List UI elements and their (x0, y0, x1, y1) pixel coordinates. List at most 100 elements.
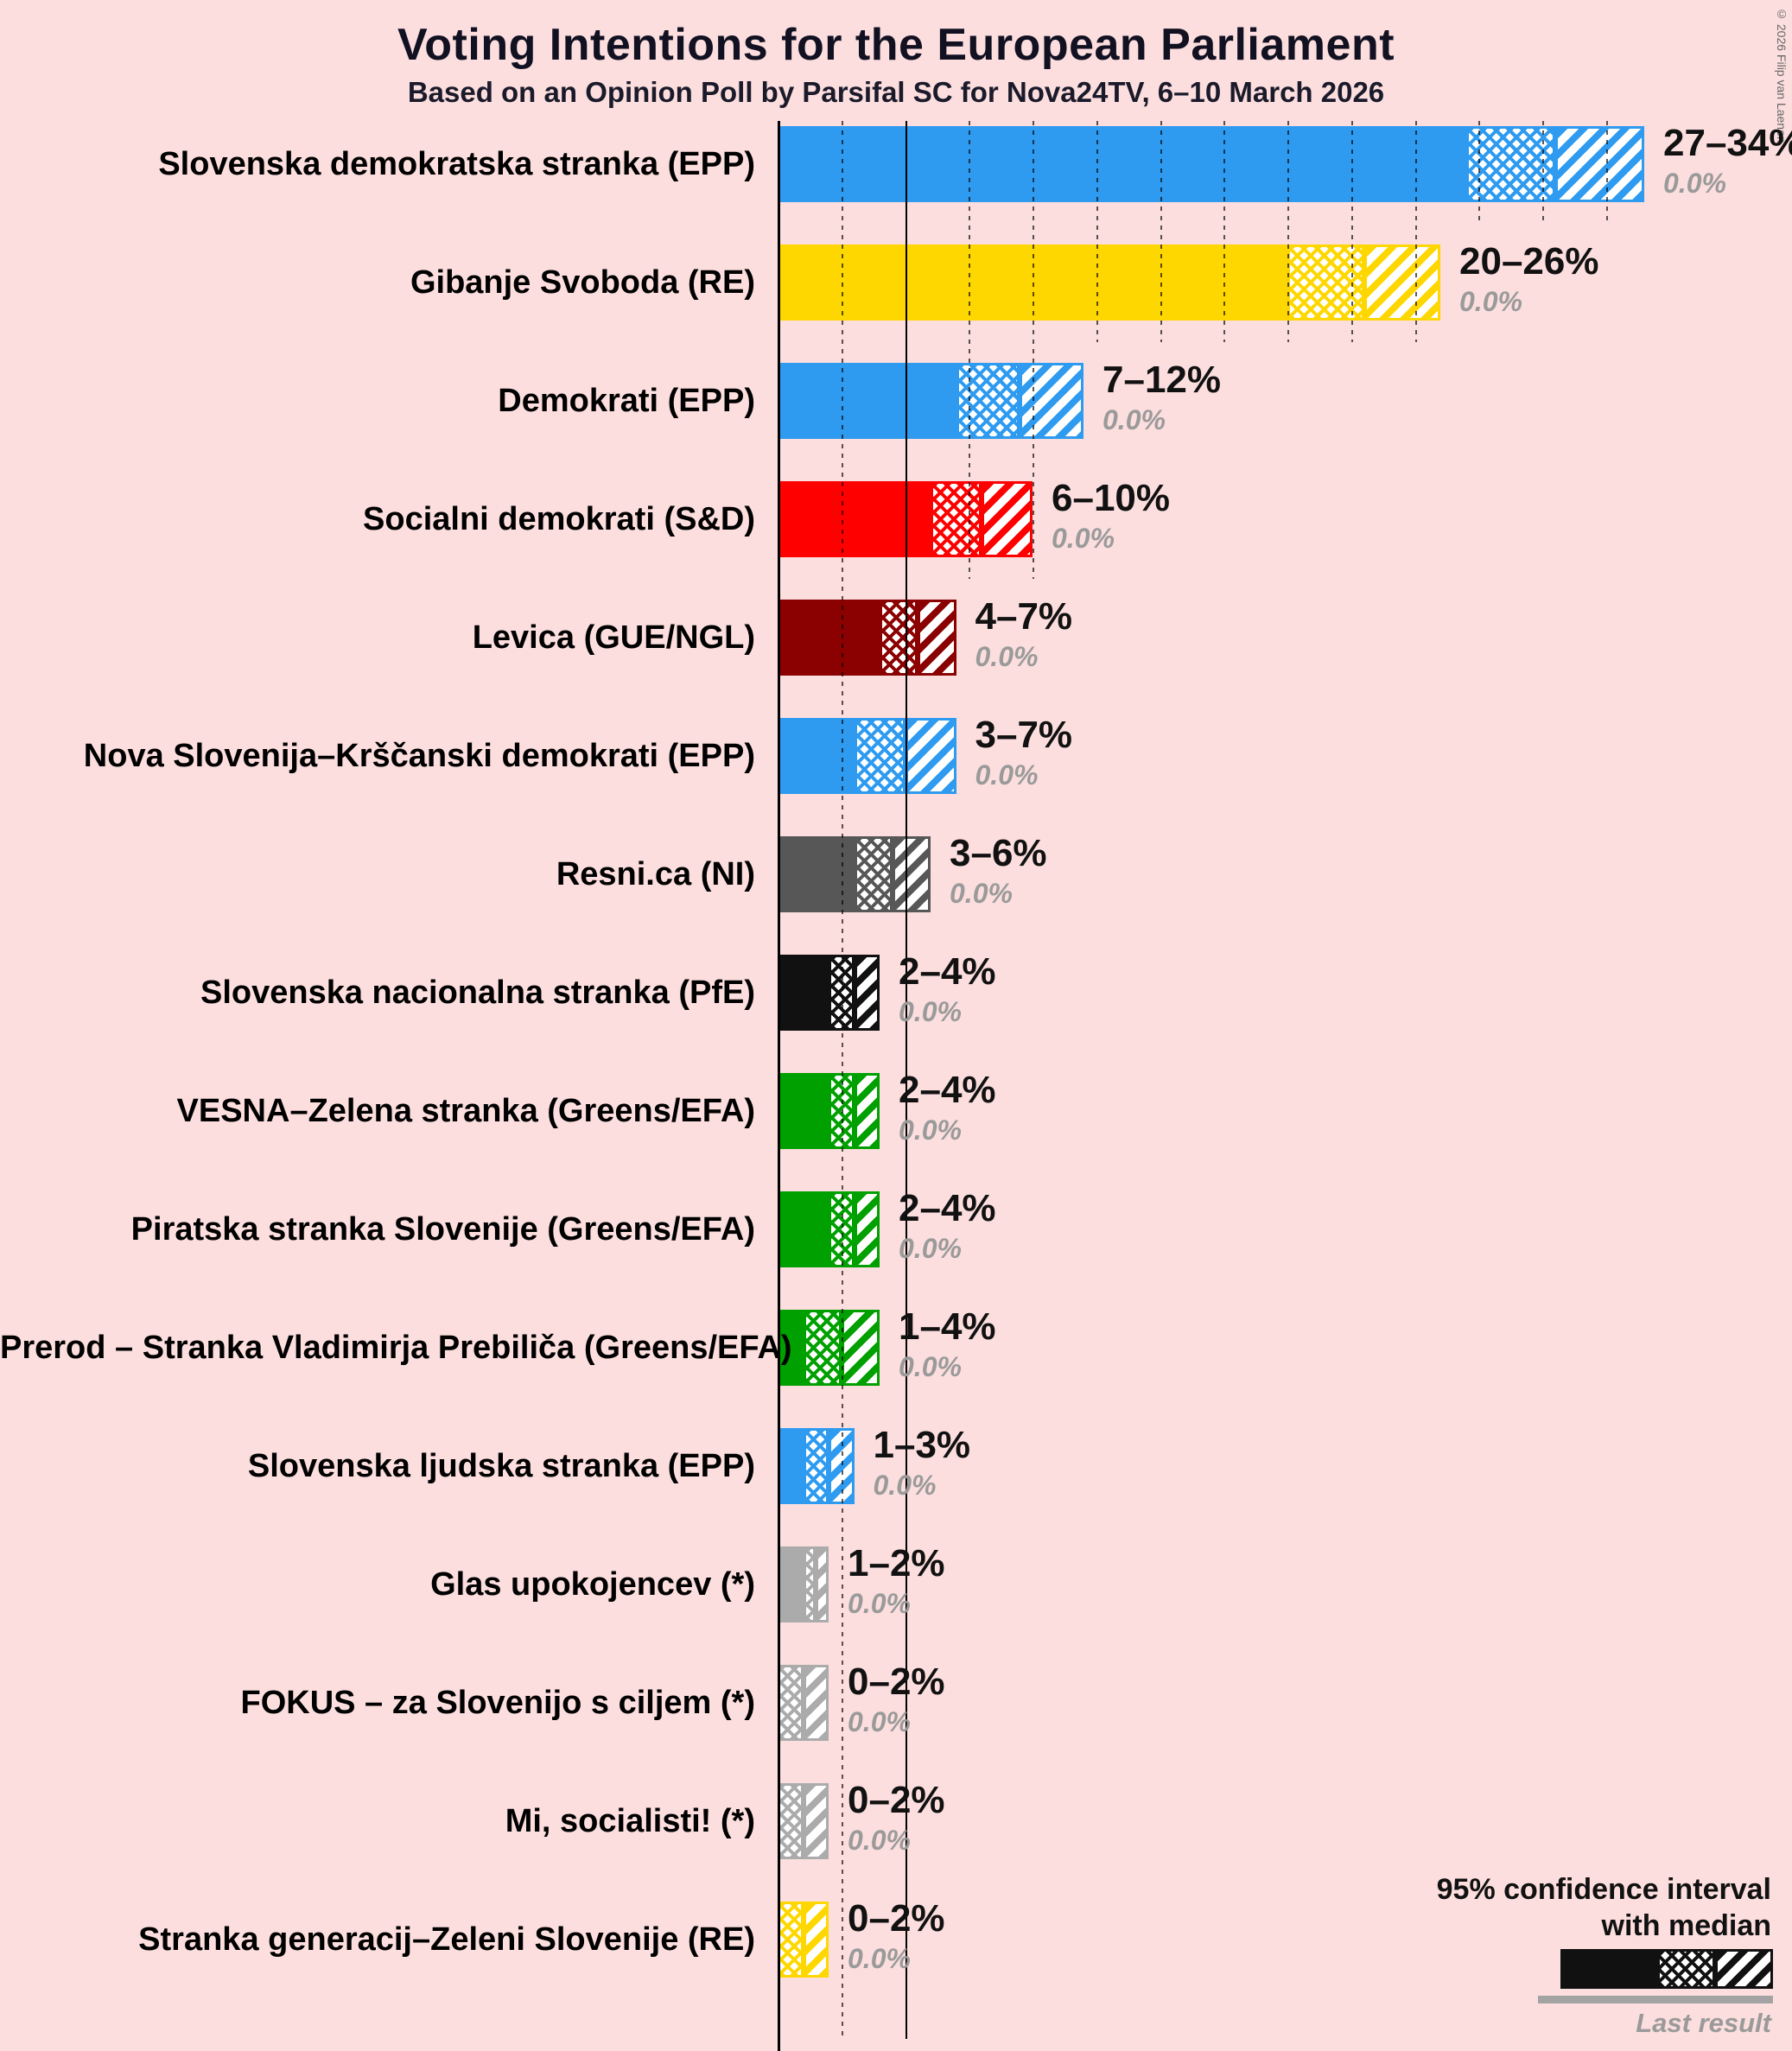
bar-solid-segment (778, 481, 931, 557)
value-label-block: 0–2% 0.0% (848, 1660, 945, 1738)
bar-crosshatch-segment (880, 600, 918, 676)
gridline (1033, 121, 1034, 579)
x-axis-zero-line (778, 121, 780, 2051)
bar-crosshatch-segment (956, 363, 1020, 439)
last-result-value: 0.0% (848, 1706, 911, 1737)
last-result-value: 0.0% (899, 1351, 962, 1382)
party-label: Glas upokojencev (*) (430, 1566, 755, 1603)
bar-solid-segment (778, 1428, 804, 1504)
bar-diagonal-segment (803, 1665, 829, 1741)
bar-diagonal-segment (854, 1073, 880, 1149)
result-bar (778, 600, 956, 676)
bar-solid-segment (778, 1546, 804, 1622)
gridline (1605, 121, 1608, 224)
confidence-range-label: 0–2% (848, 1897, 945, 1940)
legend-diagonal-segment (1715, 1949, 1773, 1989)
party-label: Demokrati (EPP) (498, 383, 755, 419)
confidence-range-label: 0–2% (848, 1660, 945, 1703)
value-label-block: 2–4% 0.0% (899, 1070, 996, 1146)
last-result-value: 0.0% (975, 759, 1039, 791)
threshold-line (905, 121, 907, 2039)
gridline (1223, 121, 1226, 342)
bar-diagonal-segment (1554, 126, 1644, 202)
last-result-value: 0.0% (899, 996, 962, 1027)
bar-diagonal-segment (982, 481, 1033, 557)
party-label: Gibanje Svoboda (RE) (410, 264, 755, 301)
confidence-range-label: 2–4% (899, 950, 996, 993)
legend-crosshatch-segment (1657, 1949, 1715, 1989)
result-bar (778, 1310, 880, 1386)
party-label: Levica (GUE/NGL) (472, 619, 755, 656)
last-result-value: 0.0% (1103, 404, 1166, 435)
party-label: Mi, socialisti! (*) (505, 1803, 755, 1839)
last-result-value: 0.0% (873, 1470, 937, 1501)
last-result-value: 0.0% (848, 1825, 911, 1856)
bar-crosshatch-segment (778, 1665, 804, 1741)
gridline (969, 121, 971, 579)
result-bar (778, 1783, 829, 1859)
bar-crosshatch-segment (854, 718, 906, 794)
result-bar (778, 955, 880, 1031)
bar-crosshatch-segment (1287, 244, 1364, 321)
last-result-value: 0.0% (899, 1233, 962, 1264)
bar-solid-segment (778, 363, 956, 439)
bar-solid-segment (778, 600, 880, 676)
value-label-block: 3–7% 0.0% (975, 714, 1073, 791)
bar-crosshatch-segment (1465, 126, 1555, 202)
result-bar (778, 1073, 880, 1149)
value-label-block: 27–34% 0.0% (1663, 122, 1792, 200)
party-label: Piratska stranka Slovenije (Greens/EFA) (130, 1211, 755, 1248)
last-result-value: 0.0% (1663, 168, 1726, 199)
confidence-range-label: 2–4% (899, 1069, 996, 1111)
result-bar (778, 718, 956, 794)
confidence-range-label: 20–26% (1459, 240, 1599, 283)
party-label: Resni.ca (NI) (556, 856, 755, 892)
bar-diagonal-segment (918, 600, 956, 676)
party-label: FOKUS – za Slovenijo s ciljem (*) (240, 1685, 756, 1721)
value-label-block: 0–2% 0.0% (848, 1897, 945, 1975)
party-label: VESNA–Zelena stranka (Greens/EFA) (176, 1093, 755, 1129)
last-result-value: 0.0% (899, 1114, 962, 1146)
value-label-block: 2–4% 0.0% (899, 1188, 996, 1265)
bar-solid-segment (778, 1310, 804, 1386)
bar-solid-segment (778, 1073, 829, 1149)
chart-title: Voting Intentions for the European Parli… (397, 20, 1395, 70)
bar-diagonal-segment (803, 1783, 829, 1859)
party-label: Slovenska ljudska stranka (EPP) (247, 1448, 755, 1484)
value-label-block: 20–26% 0.0% (1459, 240, 1599, 318)
result-bar (778, 1902, 829, 1978)
value-label-block: 7–12% 0.0% (1103, 359, 1222, 436)
gridline (1287, 121, 1289, 342)
confidence-range-label: 7–12% (1103, 359, 1222, 401)
value-label-block: 1–3% 0.0% (873, 1425, 971, 1502)
result-bar (778, 244, 1440, 321)
result-bar (778, 126, 1644, 202)
gridline (1350, 121, 1353, 342)
value-label-block: 2–4% 0.0% (899, 950, 996, 1028)
confidence-range-label: 3–6% (950, 832, 1047, 874)
result-bar (778, 1665, 829, 1741)
confidence-range-label: 27–34% (1663, 122, 1792, 164)
party-label: Nova Slovenija–Krščanski demokrati (EPP) (83, 738, 755, 774)
bar-diagonal-segment (905, 718, 956, 794)
gridline (1160, 121, 1162, 342)
bar-crosshatch-segment (778, 1783, 804, 1859)
gridline (841, 121, 843, 2039)
last-result-value: 0.0% (975, 641, 1039, 672)
value-label-block: 3–6% 0.0% (950, 832, 1047, 910)
party-label: Prerod – Stranka Vladimirja Prebiliča (G… (0, 1330, 792, 1366)
value-label-block: 1–2% 0.0% (848, 1543, 945, 1620)
bar-crosshatch-segment (803, 1428, 829, 1504)
bar-crosshatch-segment (778, 1902, 804, 1978)
legend-last-result-line (1538, 1996, 1773, 2003)
party-label: Socialni demokrati (S&D) (363, 501, 755, 537)
bar-diagonal-segment (816, 1546, 829, 1622)
bar-diagonal-segment (1020, 363, 1083, 439)
bar-crosshatch-segment (931, 481, 982, 557)
gridline (1478, 121, 1481, 224)
bar-crosshatch-segment (803, 1310, 842, 1386)
legend-solid-segment (1560, 1949, 1657, 1989)
confidence-range-label: 0–2% (848, 1779, 945, 1821)
value-label-block: 4–7% 0.0% (975, 596, 1073, 673)
